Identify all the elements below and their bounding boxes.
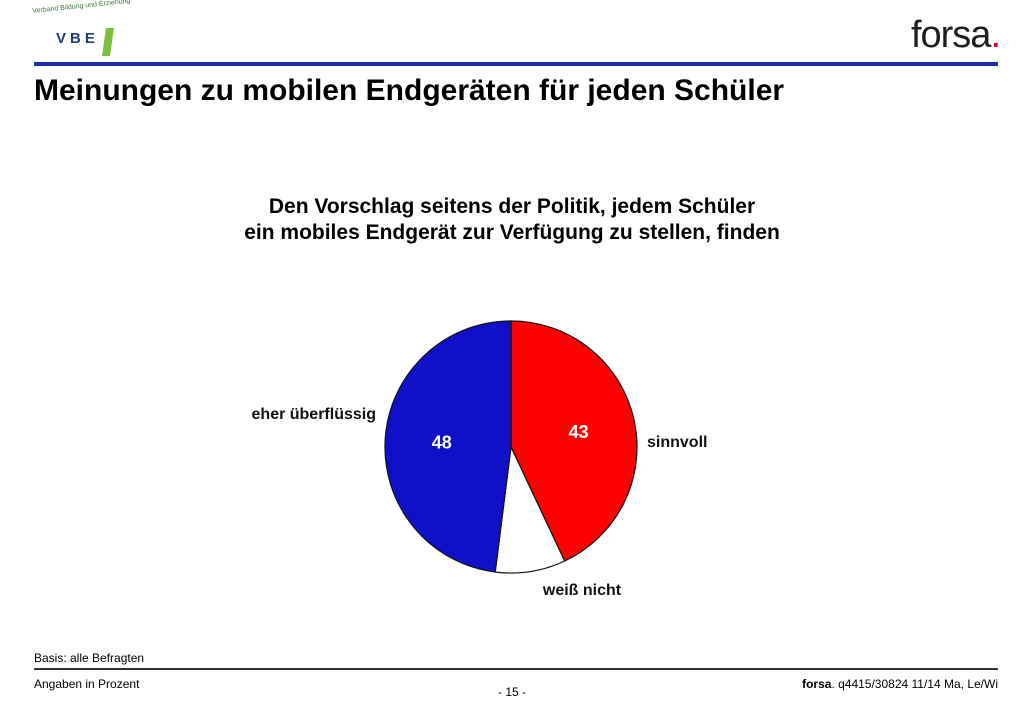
basis-note: Basis: alle Befragten (34, 651, 145, 665)
pie-value-label-3: 48 (432, 433, 452, 453)
forsa-logo-text: forsa (910, 14, 991, 56)
pie-value-label-1: 43 (569, 422, 589, 442)
page-number: - 15 - (497, 685, 526, 699)
forsa-logo: forsa. (910, 14, 1001, 57)
pie-slice-3 (384, 320, 512, 573)
pie-slice-1 (510, 320, 638, 562)
page-title: Meinungen zu mobilen Endgeräten für jede… (34, 74, 785, 107)
pie-category-label-2: weiß nicht (542, 582, 622, 599)
source-note: forsa. q4415/30824 11/14 Ma, Le/Wi (802, 677, 998, 691)
vbe-logo: Verband Bildung und Erziehung VBE (30, 0, 131, 56)
footer-divider (34, 668, 998, 670)
source-brand: forsa (802, 677, 832, 691)
forsa-logo-dot: . (990, 14, 1001, 56)
vbe-mark: VBE (56, 30, 99, 47)
chart-title-line-1: Den Vorschlag seitens der Politik, jedem… (268, 195, 756, 218)
source-reference: . q4415/30824 11/14 Ma, Le/Wi (831, 677, 998, 691)
header-divider (34, 62, 998, 66)
pie-category-label-3: eher überflüssig (252, 406, 376, 423)
chart-title: Den Vorschlag seitens der Politik, jedem… (0, 194, 1024, 246)
units-note: Angaben in Prozent (34, 677, 140, 691)
pie-category-label-1: sinnvoll (647, 434, 707, 451)
chart-title-line-2: ein mobiles Endgerät zur Verfügung zu st… (244, 221, 780, 244)
